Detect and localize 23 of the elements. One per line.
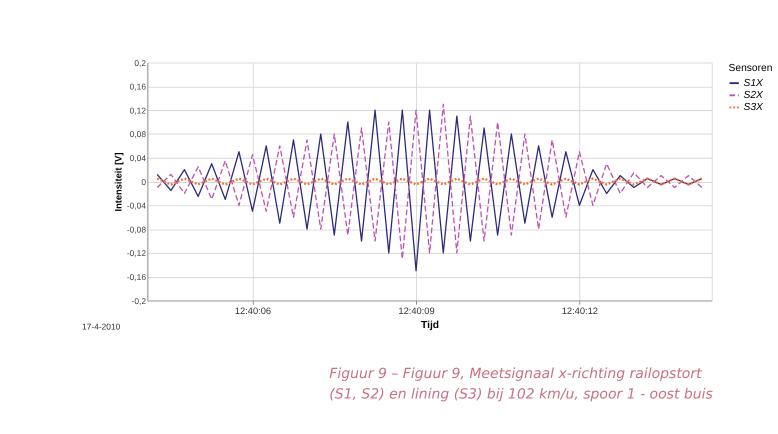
x-tick-label: 12:40:06 [234,306,272,316]
x-tick-label: 12:40:12 [562,306,598,316]
legend-label: S3X [743,102,764,114]
x-tick-label: 12:40:09 [398,306,435,316]
legend-title: Sensoren [728,63,773,74]
y-tick-label: -0,12 [126,248,146,258]
y-tick-label: 0,08 [130,129,146,140]
text: (S1, S2) en lining (S3) bij 102 km/u, spoor 1 - oost buis [329,386,713,402]
x-axis-title: Tijd [421,320,440,332]
legend-label: S2X [743,90,764,102]
y-tick-label: -0,08 [126,224,146,234]
y-tick-label: -0,2 [132,296,146,306]
y-tick-label: 0,04 [130,153,146,164]
y-axis-title: Intensiteit [V] [113,152,124,212]
y-tick-label: 0,16 [130,82,146,92]
text: 17-4-2010 [82,321,121,332]
legend-label: S1X [743,78,764,89]
y-tick-label: 0 [141,176,146,187]
y-tick-label: 0,12 [130,105,146,116]
y-tick-label: -0,04 [126,200,146,211]
y-tick-label: 0,2 [134,58,146,68]
y-tick-label: -0,16 [126,272,146,282]
text: Figuur 9 – Figuur 9, Meetsignaal x-richting railopstort [329,366,702,382]
